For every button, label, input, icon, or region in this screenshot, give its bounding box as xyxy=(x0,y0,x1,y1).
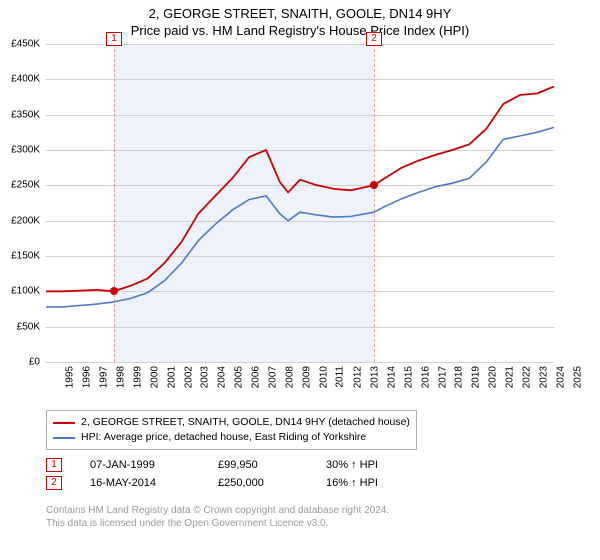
x-tick-label: 2012 xyxy=(352,366,363,388)
x-tick-label: 2021 xyxy=(505,366,516,388)
x-tick-label: 2023 xyxy=(538,366,549,388)
x-tick-label: 1999 xyxy=(132,366,143,388)
y-tick-label: £300K xyxy=(11,145,40,156)
title-address: 2, GEORGE STREET, SNAITH, GOOLE, DN14 9H… xyxy=(10,6,590,21)
marker-table-price: £250,000 xyxy=(218,477,298,489)
x-tick-label: 1997 xyxy=(98,366,109,388)
marker-table-date: 07-JAN-1999 xyxy=(90,459,190,471)
legend-label: 2, GEORGE STREET, SNAITH, GOOLE, DN14 9H… xyxy=(81,415,410,430)
x-tick-label: 2022 xyxy=(521,366,532,388)
x-tick-label: 2016 xyxy=(420,366,431,388)
legend-label: HPI: Average price, detached house, East… xyxy=(81,430,366,445)
series-line xyxy=(46,86,554,291)
y-tick-label: £450K xyxy=(11,39,40,50)
legend-swatch xyxy=(53,437,75,439)
chart-titles: 2, GEORGE STREET, SNAITH, GOOLE, DN14 9H… xyxy=(10,6,590,38)
x-tick-label: 2000 xyxy=(149,366,160,388)
y-tick-label: £50K xyxy=(17,321,40,332)
y-tick-label: £250K xyxy=(11,180,40,191)
x-tick-label: 2020 xyxy=(488,366,499,388)
gridline-h xyxy=(46,362,554,363)
x-tick-label: 2007 xyxy=(267,366,278,388)
footnote-line-2: This data is licensed under the Open Gov… xyxy=(46,517,389,530)
x-tick-label: 2019 xyxy=(471,366,482,388)
title-subtitle: Price paid vs. HM Land Registry's House … xyxy=(10,23,590,38)
x-tick-label: 2017 xyxy=(437,366,448,388)
series-lines xyxy=(46,44,554,362)
y-tick-label: £200K xyxy=(11,215,40,226)
x-tick-label: 2024 xyxy=(555,366,566,388)
x-tick-label: 1998 xyxy=(115,366,126,388)
x-tick-label: 2018 xyxy=(454,366,465,388)
x-tick-label: 1995 xyxy=(64,366,75,388)
x-tick-label: 2011 xyxy=(334,366,345,388)
marker-table-badge: 1 xyxy=(46,458,62,472)
x-tick-label: 2006 xyxy=(251,366,262,388)
x-tick-label: 2010 xyxy=(318,366,329,388)
marker-table: 1 07-JAN-1999 £99,950 30% ↑ HPI 2 16-MAY-2014… xyxy=(46,458,378,494)
x-tick-label: 2025 xyxy=(572,366,583,388)
x-tick-label: 2001 xyxy=(166,366,177,388)
x-tick-label: 2004 xyxy=(217,366,228,388)
marker-table-price: £99,950 xyxy=(218,459,298,471)
x-tick-label: 2008 xyxy=(284,366,295,388)
footnote: Contains HM Land Registry data © Crown c… xyxy=(46,504,389,530)
series-line xyxy=(46,127,554,307)
x-tick-label: 2005 xyxy=(234,366,245,388)
y-tick-label: £400K xyxy=(11,74,40,85)
x-tick-label: 2002 xyxy=(183,366,194,388)
marker-table-badge: 2 xyxy=(46,476,62,490)
marker-table-vs-hpi: 16% ↑ HPI xyxy=(326,477,378,489)
y-tick-label: £350K xyxy=(11,109,40,120)
legend-swatch xyxy=(53,422,75,424)
marker-table-row: 2 16-MAY-2014 £250,000 16% ↑ HPI xyxy=(46,476,378,490)
marker-table-vs-hpi: 30% ↑ HPI xyxy=(326,459,378,471)
x-tick-label: 2014 xyxy=(386,366,397,388)
x-tick-label: 1996 xyxy=(81,366,92,388)
legend-row: 2, GEORGE STREET, SNAITH, GOOLE, DN14 9H… xyxy=(53,415,410,430)
chart-area: £0£50K£100K£150K£200K£250K£300K£350K£400… xyxy=(46,44,594,392)
marker-table-date: 16-MAY-2014 xyxy=(90,477,190,489)
marker-table-row: 1 07-JAN-1999 £99,950 30% ↑ HPI xyxy=(46,458,378,472)
x-tick-label: 2015 xyxy=(403,366,414,388)
legend-row: HPI: Average price, detached house, East… xyxy=(53,430,410,445)
plot-background: £0£50K£100K£150K£200K£250K£300K£350K£400… xyxy=(46,44,554,362)
x-tick-label: 2013 xyxy=(369,366,380,388)
footnote-line-1: Contains HM Land Registry data © Crown c… xyxy=(46,504,389,517)
y-tick-label: £0 xyxy=(29,357,40,368)
y-tick-label: £150K xyxy=(11,251,40,262)
legend: 2, GEORGE STREET, SNAITH, GOOLE, DN14 9H… xyxy=(46,410,417,450)
x-tick-label: 2009 xyxy=(301,366,312,388)
x-tick-label: 2003 xyxy=(200,366,211,388)
y-tick-label: £100K xyxy=(11,286,40,297)
